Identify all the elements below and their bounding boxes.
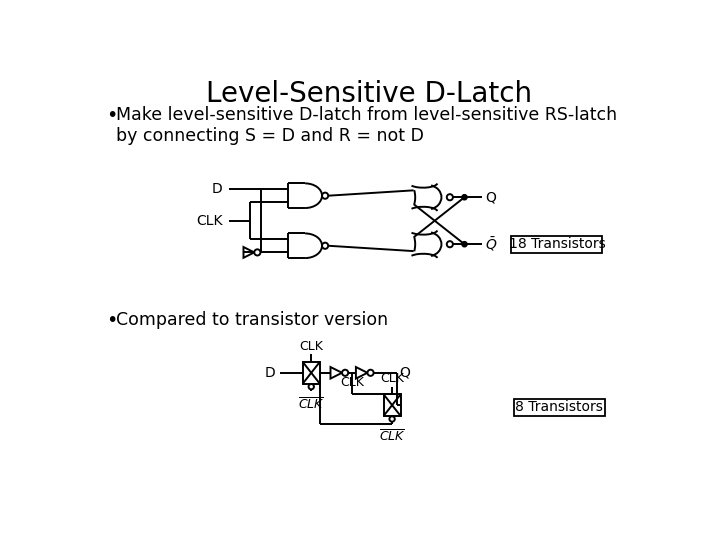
Text: CLK: CLK	[300, 340, 323, 353]
Text: 8 Transistors: 8 Transistors	[516, 401, 603, 415]
Text: Q: Q	[399, 366, 410, 380]
Polygon shape	[356, 367, 367, 379]
Bar	[384, 394, 400, 416]
Text: CLK: CLK	[340, 376, 364, 389]
Circle shape	[367, 370, 374, 376]
Polygon shape	[330, 367, 342, 379]
Circle shape	[322, 242, 328, 249]
Text: D: D	[265, 366, 276, 380]
Circle shape	[462, 242, 467, 247]
Polygon shape	[243, 247, 254, 258]
Text: $\bar{Q}$: $\bar{Q}$	[485, 235, 498, 253]
Circle shape	[309, 384, 314, 389]
Text: 18 Transistors: 18 Transistors	[508, 237, 606, 251]
Circle shape	[390, 416, 395, 422]
Circle shape	[447, 194, 453, 200]
Text: •: •	[106, 106, 117, 125]
Text: •: •	[106, 311, 117, 330]
Bar	[511, 236, 603, 253]
Text: Q: Q	[485, 190, 496, 204]
Text: CLK: CLK	[196, 214, 222, 228]
Bar	[303, 362, 320, 383]
Text: Compared to transistor version: Compared to transistor version	[117, 311, 389, 329]
Circle shape	[322, 193, 328, 199]
Text: Make level-sensitive D-latch from level-sensitive RS-latch
by connecting S = D a: Make level-sensitive D-latch from level-…	[117, 106, 618, 145]
Text: Level-Sensitive D-Latch: Level-Sensitive D-Latch	[206, 80, 532, 108]
Text: CLK: CLK	[380, 372, 404, 385]
Circle shape	[342, 370, 348, 376]
Text: $\overline{CLK}$: $\overline{CLK}$	[298, 397, 325, 412]
Bar	[514, 399, 605, 416]
Circle shape	[462, 195, 467, 200]
Circle shape	[254, 249, 261, 255]
Text: $\overline{CLK}$: $\overline{CLK}$	[379, 429, 405, 444]
Text: D: D	[212, 182, 222, 196]
Circle shape	[447, 241, 453, 247]
